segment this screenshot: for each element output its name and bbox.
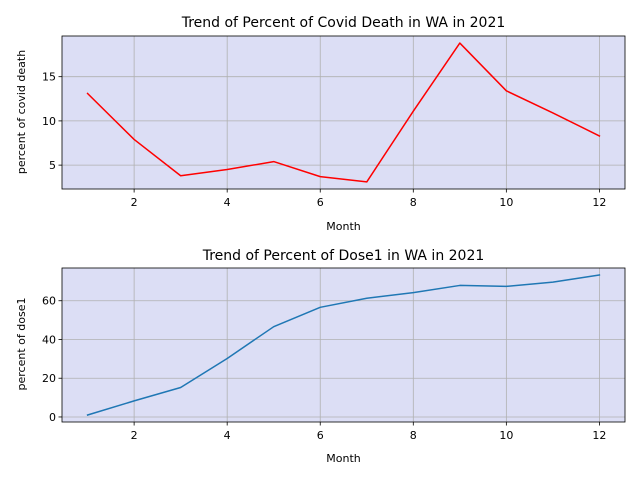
dose1-y-tick-label: 60 — [42, 295, 56, 308]
dose1-chart: Trend of Percent of Dose1 in WA in 2021 … — [15, 248, 626, 465]
death-x-tick-label: 12 — [592, 196, 606, 209]
dose1-chart-ylabel: percent of dose1 — [15, 298, 28, 391]
death-chart-title: Trend of Percent of Covid Death in WA in… — [181, 15, 506, 31]
dose1-y-tick-label: 20 — [42, 372, 56, 385]
death-y-tick-label: 5 — [49, 159, 56, 172]
death-x-tick-label: 6 — [317, 196, 324, 209]
dose1-x-tick-label: 12 — [592, 429, 606, 442]
dose1-x-tick-label: 6 — [317, 429, 324, 442]
dose1-chart-title: Trend of Percent of Dose1 in WA in 2021 — [202, 248, 485, 264]
death-plot-area — [62, 36, 625, 189]
dose1-y-tick-label: 0 — [49, 411, 56, 424]
death-chart-ylabel: percent of covid death — [15, 50, 28, 174]
death-chart-xlabel: Month — [326, 220, 361, 233]
dose1-x-tick-label: 8 — [410, 429, 417, 442]
dose1-x-tick-label: 2 — [131, 429, 138, 442]
death-y-tick-label: 15 — [42, 71, 56, 84]
dose1-y-tick-label: 40 — [42, 333, 56, 346]
dose1-axes-frame — [61, 267, 626, 423]
dose1-plot-area — [62, 268, 625, 422]
dose1-x-tick-label: 10 — [499, 429, 513, 442]
death-series-line — [86, 42, 601, 183]
dose1-chart-xlabel: Month — [326, 452, 361, 465]
death-axes-frame — [61, 35, 626, 190]
death-chart: Trend of Percent of Covid Death in WA in… — [15, 15, 626, 233]
death-y-tick-label: 10 — [42, 115, 56, 128]
death-x-tick-label: 10 — [499, 196, 513, 209]
death-x-tick-label: 8 — [410, 196, 417, 209]
death-x-tick-label: 2 — [131, 196, 138, 209]
dose1-x-tick-label: 4 — [224, 429, 231, 442]
death-x-tick-label: 4 — [224, 196, 231, 209]
dose1-series-line — [86, 274, 601, 416]
